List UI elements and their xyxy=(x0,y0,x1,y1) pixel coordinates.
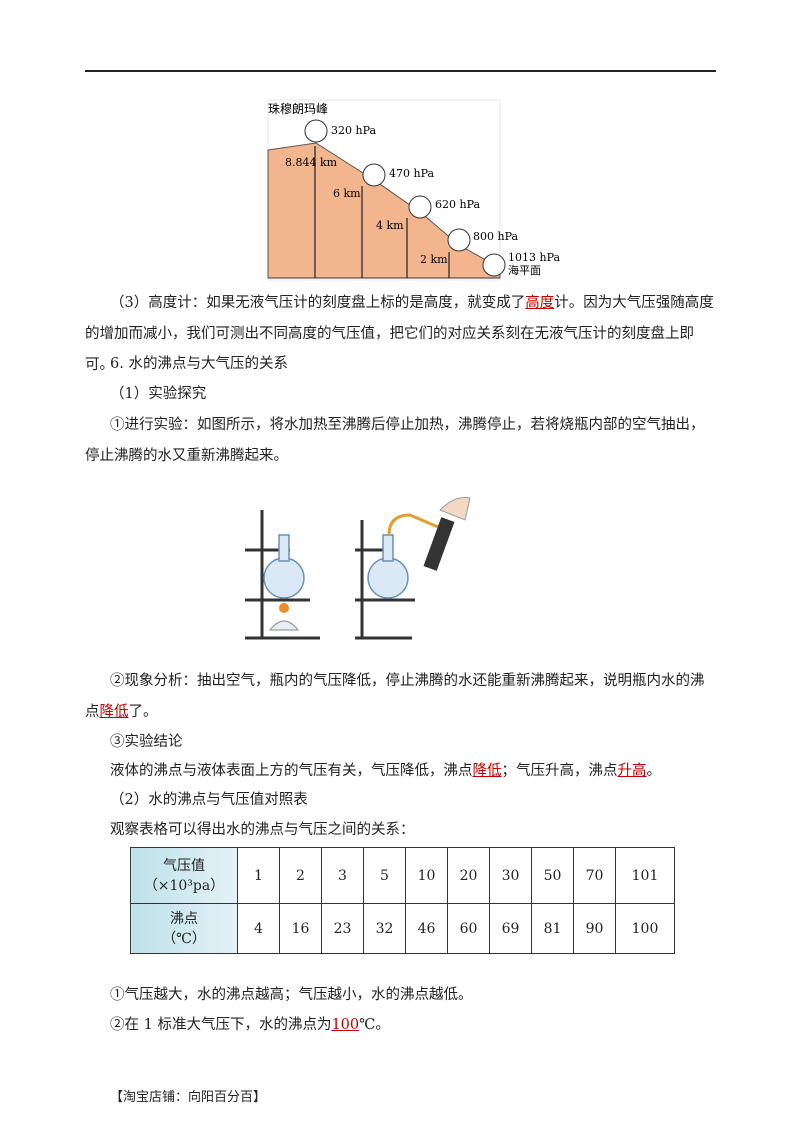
text: ③实验结论 xyxy=(110,734,183,750)
peak-name: 珠穆朗玛峰 xyxy=(268,101,328,116)
answer: 降低 xyxy=(99,704,129,720)
header-text: （℃） xyxy=(162,930,206,947)
paragraph: ③实验结论 xyxy=(85,727,716,758)
text: ①气压越大，水的沸点越高；气压越小，水的沸点越低。 xyxy=(110,987,473,1003)
answer: 降低 xyxy=(472,763,502,779)
text: （3）高度计：如果无液气压计的刻度盘上标的是高度，就变成了 xyxy=(110,295,526,311)
cell: 23 xyxy=(321,903,364,954)
cell: 10 xyxy=(405,847,448,904)
cell: 69 xyxy=(489,903,532,954)
cell: 5 xyxy=(363,847,406,904)
cell: 4 xyxy=(237,903,280,954)
row-header: 气压值 （×10³pa） xyxy=(130,847,238,904)
paragraph: （3）高度计：如果无液气压计的刻度盘上标的是高度，就变成了高度计。因为大气压强随… xyxy=(85,288,716,381)
cell: 16 xyxy=(279,903,322,954)
text: 了。 xyxy=(128,704,158,720)
paragraph: （2）水的沸点与气压值对照表 xyxy=(85,785,716,816)
cell: 50 xyxy=(531,847,574,904)
apparatus-figure xyxy=(245,497,471,640)
paragraph: （1）实验探究 xyxy=(85,379,716,410)
pressure-label: 470 hPa xyxy=(389,167,434,180)
cell: 100 xyxy=(615,903,675,954)
header-text: 沸点 xyxy=(170,910,198,927)
table-row: 气压值 （×10³pa） 1 2 3 5 10 20 30 50 70 101 xyxy=(130,847,675,904)
sea-level-label: 海平面 xyxy=(508,263,541,277)
answer: 升高 xyxy=(617,763,647,779)
header-text: 气压值 xyxy=(163,857,205,874)
answer: 高度 xyxy=(525,295,555,311)
height-arrows xyxy=(314,146,450,278)
cell: 90 xyxy=(573,903,616,954)
pressure-label: 620 hPa xyxy=(435,198,480,211)
height-label: 2 km xyxy=(420,253,448,266)
cell: 2 xyxy=(279,847,322,904)
footer: 【淘宝店铺：向阳百分百】 xyxy=(110,1090,267,1105)
paragraph: ②在 1 标准大气压下，水的沸点为100℃。 xyxy=(85,1010,716,1041)
pressure-label: 1013 hPa xyxy=(508,251,560,264)
pressure-label: 800 hPa xyxy=(473,230,518,243)
mountain-figure: 珠穆朗玛峰 320 hPa 470 hPa 620 hPa 800 hPa 1013 h… xyxy=(267,99,560,281)
cell: 1 xyxy=(237,847,280,904)
cell: 20 xyxy=(447,847,490,904)
text: ①进行实验：如图所示，将水加热至沸腾后停止加热，沸腾停止，若将烧瓶内部的空气抽出… xyxy=(85,417,705,464)
height-label: 8.844 km xyxy=(285,156,338,169)
text: 6. 水的沸点与大气压的关系 xyxy=(110,356,288,372)
paragraph: ①进行实验：如图所示，将水加热至沸腾后停止加热，沸腾停止，若将烧瓶内部的空气抽出… xyxy=(85,410,716,472)
paragraph: 观察表格可以得出水的沸点与气压之间的关系： xyxy=(85,815,716,846)
text: ②现象分析：抽出空气，瓶内的气压降低，停止沸腾的水还能重新沸腾起来，说明瓶内水的… xyxy=(85,673,705,720)
paragraph: 6. 水的沸点与大气压的关系 xyxy=(85,349,716,380)
paragraph: ②现象分析：抽出空气，瓶内的气压降低，停止沸腾的水还能重新沸腾起来，说明瓶内水的… xyxy=(85,666,716,728)
paragraph: ①气压越大，水的沸点越高；气压越小，水的沸点越低。 xyxy=(85,980,716,1011)
cell: 60 xyxy=(447,903,490,954)
cell: 70 xyxy=(573,847,616,904)
boiling-table: 气压值 （×10³pa） 1 2 3 5 10 20 30 50 70 101 沸点 （℃） 4 16 23 32… xyxy=(130,847,675,954)
header-text: （×10³pa） xyxy=(143,877,225,894)
text: 观察表格可以得出水的沸点与气压之间的关系： xyxy=(110,822,415,838)
cell: 3 xyxy=(321,847,364,904)
text: ℃。 xyxy=(359,1017,390,1033)
cell: 81 xyxy=(531,903,574,954)
cell: 101 xyxy=(615,847,675,904)
row-header: 沸点 （℃） xyxy=(130,903,238,954)
cell: 30 xyxy=(489,847,532,904)
text: ；气压升高，沸点 xyxy=(501,763,618,779)
top-rule xyxy=(85,70,716,72)
text: ②在 1 标准大气压下，水的沸点为 xyxy=(110,1017,332,1033)
text: 液体的沸点与液体表面上方的气压有关，气压降低，沸点 xyxy=(110,763,473,779)
height-label: 4 km xyxy=(376,219,404,232)
answer: 100 xyxy=(331,1017,360,1033)
flame xyxy=(279,603,289,613)
gauges xyxy=(304,119,506,277)
table-row: 沸点 （℃） 4 16 23 32 46 60 69 81 90 100 xyxy=(130,903,675,954)
pressure-label: 320 hPa xyxy=(331,124,376,137)
text: 计。因为大气压强随高度的增加而减小，我们可测出不同高度的气压值，把它们的对应关系… xyxy=(85,295,714,373)
height-label: 6 km xyxy=(333,187,361,200)
text: （1）实验探究 xyxy=(110,386,207,402)
text: （2）水的沸点与气压值对照表 xyxy=(110,792,308,808)
paragraph: 液体的沸点与液体表面上方的气压有关，气压降低，沸点降低；气压升高，沸点升高。 xyxy=(85,756,716,787)
cell: 46 xyxy=(405,903,448,954)
cell: 32 xyxy=(363,903,406,954)
text: 。 xyxy=(646,763,662,779)
